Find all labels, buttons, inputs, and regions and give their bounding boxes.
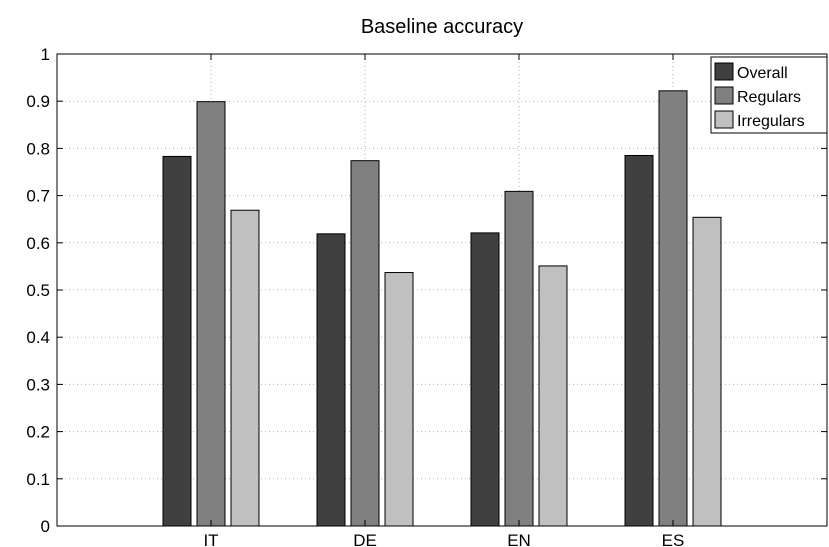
bar-en-irregulars — [538, 265, 568, 527]
bars — [162, 90, 722, 527]
y-tick-label: 0.7 — [26, 187, 50, 206]
y-tick-label: 0.6 — [26, 234, 50, 253]
bar-en-overall — [470, 232, 500, 527]
y-tick-label: 0.9 — [26, 92, 50, 111]
legend-swatch — [714, 86, 734, 105]
legend-swatch — [714, 62, 734, 81]
y-tick-label: 0.5 — [26, 281, 50, 300]
bar-de-irregulars — [384, 272, 414, 527]
x-tick-label: IT — [203, 531, 218, 547]
bar-de-overall — [316, 233, 346, 527]
y-tick-label: 1 — [41, 45, 50, 64]
legend: Overall Regulars Irregulars — [710, 56, 828, 134]
chart-title: Baseline accuracy — [361, 16, 523, 38]
bar-en-regulars — [504, 190, 534, 527]
x-tick-label: DE — [353, 531, 377, 547]
legend-label: Overall — [737, 65, 788, 82]
y-tick-label: 0.2 — [26, 423, 50, 442]
bar-it-irregulars — [230, 209, 260, 527]
bar-es-irregulars — [692, 216, 722, 527]
legend-swatch — [714, 110, 734, 129]
bar-de-regulars — [350, 160, 380, 527]
y-tick-label: 0 — [41, 517, 50, 536]
legend-label: Irregulars — [737, 113, 805, 130]
x-tick-label: EN — [507, 531, 531, 547]
axes: 0 0.1 0.2 0.3 0.4 0.5 0.6 0.7 0.8 0.9 1 IT DE EN ES — [26, 45, 827, 547]
y-tick-label: 0.4 — [26, 328, 50, 347]
bar-es-overall — [624, 154, 654, 527]
bar-it-overall — [162, 155, 192, 527]
y-tick-label: 0.1 — [26, 470, 50, 489]
bar-es-regulars — [658, 90, 688, 527]
bar-it-regulars — [196, 101, 226, 527]
x-tick-label: ES — [662, 531, 685, 547]
legend-label: Regulars — [737, 89, 801, 106]
y-tick-label: 0.3 — [26, 375, 50, 394]
y-tick-label: 0.8 — [26, 139, 50, 158]
